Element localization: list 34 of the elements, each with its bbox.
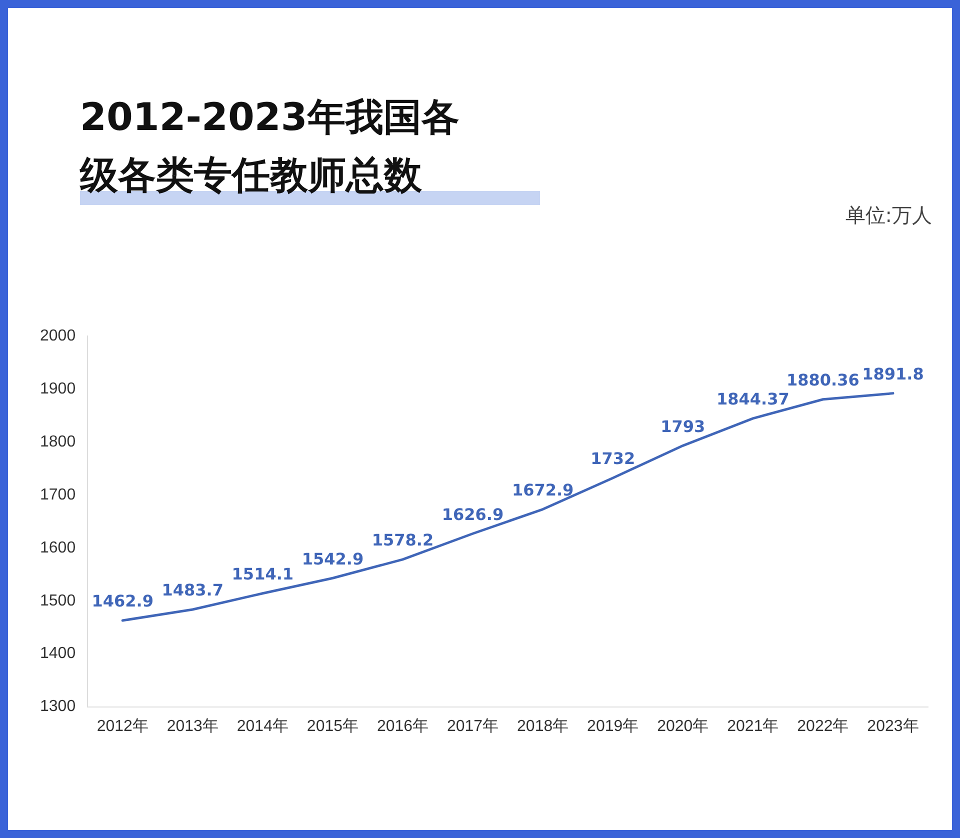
y-tick-label: 1900	[40, 380, 76, 398]
data-label: 1793	[660, 416, 706, 436]
x-tick-label: 2012年	[96, 718, 148, 735]
data-label: 1578.2	[372, 530, 434, 550]
data-label: 1483.7	[162, 580, 224, 600]
x-tick-label: 2021年	[727, 718, 779, 735]
data-label: 1732	[590, 449, 636, 468]
x-tick-label: 2019年	[587, 718, 639, 735]
x-tick-label: 2022年	[797, 718, 849, 735]
x-tick-label: 2023年	[867, 718, 919, 735]
data-label: 1514.1	[232, 564, 294, 584]
chart-title: 2012-2023年我国各级各类专任教师总数	[80, 94, 460, 199]
data-label: 1542.9	[302, 549, 364, 568]
data-label: 1462.9	[92, 592, 154, 611]
data-label: 1626.9	[442, 504, 504, 524]
x-tick-label: 2015年	[306, 718, 359, 735]
text: 单位:万人	[845, 202, 932, 229]
x-tick-label: 2018年	[517, 718, 569, 735]
y-tick-label: 1400	[40, 645, 76, 662]
y-tick-label: 1700	[40, 486, 76, 504]
x-tick-label: 2014年	[236, 718, 288, 735]
x-tick-label: 2017年	[446, 718, 499, 735]
y-tick-label: 1800	[40, 433, 76, 450]
y-tick-label: 1500	[40, 592, 76, 610]
y-tick-label: 1300	[40, 698, 76, 716]
data-label: 1672.9	[512, 480, 574, 500]
y-tick-label: 2000	[40, 327, 76, 344]
x-tick-label: 2020年	[657, 718, 709, 735]
data-label: 1880.36	[786, 370, 860, 390]
y-tick-label: 1600	[40, 539, 76, 556]
x-tick-label: 2013年	[166, 718, 218, 735]
data-label: 1891.8	[862, 364, 924, 384]
data-label: 1844.37	[716, 390, 790, 409]
x-tick-label: 2016年	[376, 718, 429, 735]
